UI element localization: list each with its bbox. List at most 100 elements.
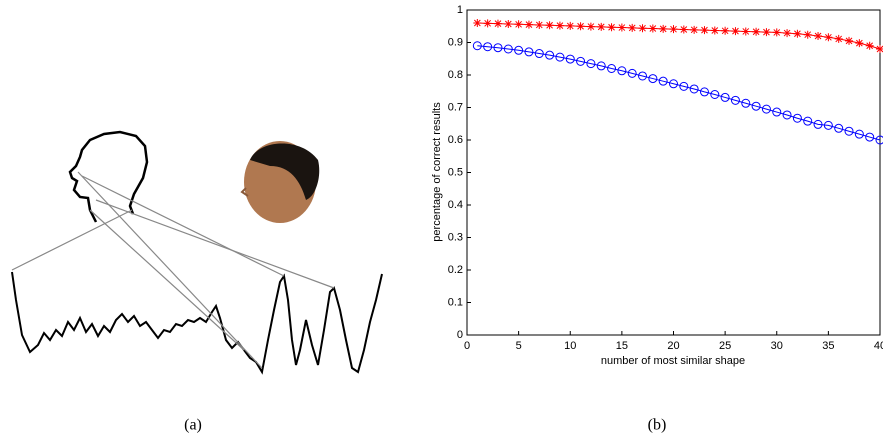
- star-marker: [814, 32, 823, 40]
- star-marker: [824, 33, 833, 42]
- y-tick-label: 0.9: [448, 36, 463, 48]
- star-marker: [659, 24, 668, 33]
- y-tick-label: 0.3: [448, 231, 463, 243]
- x-tick-label: 15: [616, 340, 628, 352]
- y-tick-label: 0.8: [448, 69, 463, 81]
- x-tick-label: 30: [771, 340, 783, 352]
- y-tick-label: 0: [457, 329, 463, 341]
- circle-marker: [545, 50, 555, 60]
- star-marker: [700, 26, 709, 35]
- star-marker: [772, 28, 781, 37]
- plot-frame: [466, 9, 881, 336]
- x-tick-label: 0: [464, 340, 470, 352]
- star-marker: [566, 21, 575, 30]
- star-marker: [586, 22, 595, 31]
- circle-marker: [854, 129, 864, 139]
- y-tick-label: 0.1: [448, 296, 463, 308]
- circle-marker: [483, 42, 493, 52]
- circle-marker: [710, 90, 720, 99]
- circle-marker: [689, 84, 699, 94]
- circle-marker: [834, 123, 844, 133]
- illustration: [11, 130, 383, 375]
- circle-marker: [586, 59, 596, 69]
- circle-marker: [751, 101, 761, 111]
- star-marker: [721, 26, 730, 35]
- y-tick-label: 1: [457, 4, 463, 16]
- star-marker: [855, 39, 864, 48]
- star-marker: [545, 21, 554, 30]
- star-marker: [762, 28, 771, 37]
- star-marker: [514, 20, 523, 29]
- star-marker: [834, 34, 843, 43]
- y-axis-label: percentage of correct results: [431, 102, 443, 242]
- y-tick-label: 0.5: [448, 166, 463, 178]
- caption: (a): [184, 417, 202, 434]
- x-tick-label: 10: [564, 340, 576, 352]
- circle-marker: [503, 44, 513, 54]
- circle-marker: [792, 113, 802, 123]
- series-line: [477, 45, 881, 141]
- star-marker: [752, 27, 761, 36]
- star-marker: [483, 19, 492, 28]
- star-marker: [524, 20, 533, 29]
- star-marker: [845, 36, 854, 45]
- circle-marker: [875, 135, 883, 145]
- star-marker: [741, 27, 750, 36]
- contour-signal: [11, 271, 383, 375]
- circle-marker: [627, 68, 637, 78]
- circle-marker: [648, 74, 658, 84]
- x-tick-label: 40: [874, 340, 883, 352]
- circle-marker: [472, 41, 482, 51]
- star-marker: [617, 23, 626, 32]
- circle-marker: [803, 116, 813, 126]
- circle-marker: [514, 45, 524, 55]
- circle-marker: [658, 76, 668, 86]
- circle-marker: [813, 119, 823, 129]
- correspondence-lines: [11, 171, 335, 369]
- circle-marker: [761, 104, 771, 114]
- circle-marker: [772, 107, 782, 117]
- star-marker: [803, 30, 812, 39]
- star-marker: [669, 25, 678, 34]
- circle-marker: [607, 64, 617, 73]
- star-marker: [504, 19, 513, 28]
- x-tick-label: 25: [719, 340, 731, 352]
- y-tick-label: 0.6: [448, 134, 463, 146]
- star-marker: [597, 22, 606, 31]
- star-marker: [679, 25, 688, 34]
- y-tick-label: 0.4: [448, 199, 463, 211]
- star-marker: [731, 27, 740, 36]
- circle-marker: [596, 61, 606, 71]
- circle-marker: [576, 56, 586, 66]
- star-marker: [876, 45, 883, 53]
- head-silhouette: [68, 130, 149, 223]
- star-marker: [638, 24, 647, 33]
- circle-marker: [865, 132, 875, 142]
- circle-marker: [638, 71, 648, 81]
- caption: (b): [648, 417, 667, 434]
- circle-marker: [741, 98, 751, 108]
- circle-marker: [524, 47, 534, 57]
- star-marker: [628, 23, 637, 32]
- star-marker: [607, 23, 616, 32]
- circle-marker: [565, 54, 575, 64]
- circle-marker: [844, 126, 854, 136]
- circle-marker: [730, 95, 740, 105]
- star-marker: [865, 41, 874, 50]
- face-photo: [240, 141, 320, 223]
- circle-marker: [720, 92, 730, 102]
- x-tick-label: 35: [822, 340, 834, 352]
- x-tick-label: 5: [516, 340, 522, 352]
- star-marker: [648, 24, 657, 33]
- star-marker: [576, 22, 585, 31]
- star-marker: [535, 20, 544, 29]
- star-marker: [690, 25, 699, 34]
- circle-marker: [679, 81, 689, 91]
- circle-marker: [617, 66, 627, 76]
- y-tick-label: 0.2: [448, 264, 463, 276]
- circle-marker: [669, 79, 678, 89]
- circle-marker: [493, 43, 503, 53]
- star-marker: [473, 19, 482, 27]
